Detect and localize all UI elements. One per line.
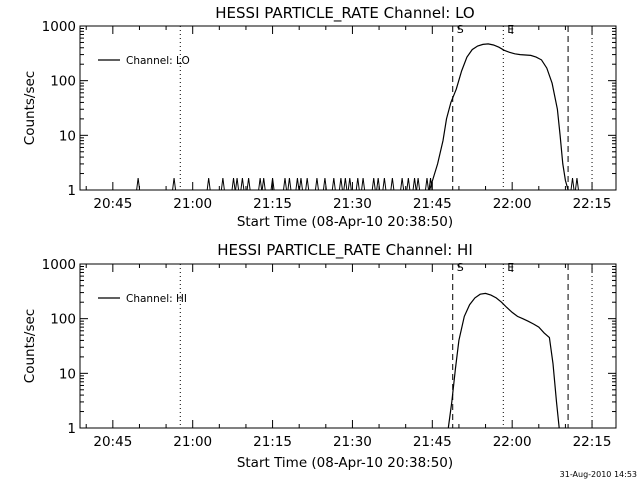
panel-hi-xtick-label: 21:00 — [173, 434, 212, 450]
panel-hi-ytick-label: 1 — [67, 421, 76, 437]
panel-lo-marks: 1 10 100 1000 20:45 21:00 21:15 21:30 21:45 22:00… — [42, 19, 617, 212]
panel-lo-spike — [412, 177, 417, 191]
panel-lo-event-label: E — [507, 23, 514, 36]
panel-lo-xlabel: Start Time (08-Apr-10 20:38:50) — [237, 214, 453, 230]
panel-lo-spike — [136, 177, 141, 191]
panel-lo-spike — [428, 177, 433, 191]
panel-lo-spike — [172, 177, 177, 191]
panel-lo-spike — [287, 177, 292, 191]
panel-lo-spike — [298, 177, 303, 191]
panel-hi-ytick-label: 1000 — [42, 257, 76, 273]
panel-lo-spike — [338, 177, 343, 191]
panel-lo-spike — [570, 177, 575, 191]
panel-hi-legend-label: Channel: HI — [126, 293, 187, 305]
panel-hi: HESSI PARTICLE_RATE Channel: HI 1 10 100 10… — [22, 241, 617, 471]
panel-lo-spike — [235, 177, 240, 191]
panel-lo-ytick-label: 1000 — [42, 19, 76, 35]
panel-lo-series-line — [429, 43, 569, 191]
panel-hi-xtick-label: 20:45 — [93, 434, 132, 450]
panel-lo-xtick-label: 22:15 — [573, 196, 612, 212]
panel-lo-title: HESSI PARTICLE_RATE Channel: LO — [215, 4, 474, 23]
panel-lo-spike — [331, 177, 336, 191]
panel-lo-xtick-label: 21:00 — [173, 196, 212, 212]
panel-lo-spike — [400, 177, 405, 191]
panel-lo-spike — [376, 177, 381, 191]
panel-lo-spike — [343, 177, 348, 191]
panel-lo-spike — [258, 177, 263, 191]
panel-hi-xtick-label: 21:15 — [253, 434, 292, 450]
panel-lo-spike — [322, 177, 327, 191]
panel-hi-axes-box — [79, 263, 617, 429]
panel-lo-spike — [305, 177, 310, 191]
panel-lo-xtick-label: 21:45 — [413, 196, 452, 212]
panel-lo-spike — [314, 177, 319, 191]
panel-lo-legend-label: Channel: LO — [126, 55, 190, 67]
panel-hi-xlabel: Start Time (08-Apr-10 20:38:50) — [237, 455, 453, 471]
panel-lo-spike — [295, 177, 300, 191]
panel-lo-spike — [270, 177, 275, 191]
panel-lo-spike — [282, 177, 287, 191]
panel-lo-xtick-label: 21:15 — [253, 196, 292, 212]
panel-hi-xtick-label: 21:45 — [413, 434, 452, 450]
panel-lo-ytick-label: 10 — [59, 128, 76, 144]
panel-lo-spike — [261, 177, 266, 191]
panel-lo-xtick-label: 21:30 — [333, 196, 372, 212]
panel-lo-ytick-label: 100 — [50, 74, 76, 90]
footer-timestamp: 31-Aug-2010 14:53 — [560, 470, 637, 479]
panel-lo-xtick-label: 22:00 — [493, 196, 532, 212]
panel-lo-spike — [424, 177, 429, 191]
panel-lo-spike — [206, 177, 211, 191]
panel-hi-series-line — [447, 292, 560, 429]
panel-lo-spike — [371, 177, 376, 191]
panel-lo: HESSI PARTICLE_RATE Channel: LO 1 10 100 10… — [22, 4, 617, 230]
panel-hi-ytick-label: 10 — [59, 366, 76, 382]
panel-lo-spike — [361, 177, 366, 191]
panel-lo-xtick-label: 20:45 — [93, 196, 132, 212]
panel-lo-spike — [220, 177, 225, 191]
panel-hi-title: HESSI PARTICLE_RATE Channel: HI — [217, 241, 473, 260]
panel-hi-event-label: E — [507, 261, 514, 274]
panel-lo-spike — [390, 177, 395, 191]
panel-hi-xtick-label: 22:15 — [573, 434, 612, 450]
panel-hi-ylabel: Counts/sec — [22, 309, 38, 383]
panel-hi-ytick-label: 100 — [50, 312, 76, 328]
panel-lo-spike — [347, 177, 352, 191]
panel-lo-ytick-label: 1 — [67, 183, 76, 199]
panel-lo-axes-box — [79, 25, 617, 191]
panel-lo-event-label: S — [457, 23, 464, 36]
panel-lo-ylabel: Counts/sec — [22, 71, 38, 145]
panel-hi-event-label: S — [457, 261, 464, 274]
panel-hi-xtick-label: 21:30 — [333, 434, 372, 450]
panel-lo-spike — [231, 177, 236, 191]
panel-lo-spike — [240, 177, 245, 191]
panel-lo-spike — [355, 177, 360, 191]
panel-hi-marks: 1 10 100 1000 20:45 21:00 21:15 21:30 21:45 22:00… — [42, 257, 617, 450]
panel-lo-spike — [246, 177, 251, 191]
panel-lo-spike — [406, 177, 411, 191]
panel-lo-spike — [382, 177, 387, 191]
panel-lo-spike — [574, 177, 579, 191]
panel-hi-xtick-label: 22:00 — [493, 434, 532, 450]
panel-lo-spike — [416, 177, 421, 191]
